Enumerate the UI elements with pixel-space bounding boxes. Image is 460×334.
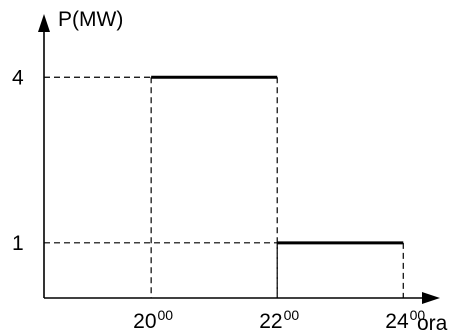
y-axis-arrow-icon (38, 14, 50, 32)
y-tick-labels: 14 (12, 66, 24, 255)
x-axis-label: ora (417, 312, 448, 334)
x-tick-label-20: 2000 (133, 307, 173, 333)
x-tick-label-24: 2400 (385, 307, 425, 333)
y-axis-label: P(MW) (58, 8, 123, 31)
x-tick-label-22: 2200 (259, 307, 299, 333)
data-segments (151, 75, 404, 245)
x-tick-labels: 2000 2200 2400 (133, 307, 425, 333)
y-tick-label-4: 4 (12, 66, 24, 89)
guide-lines (44, 76, 404, 298)
axes (38, 14, 440, 304)
y-tick-label-1: 1 (12, 232, 24, 255)
x-axis-arrow-icon (422, 292, 440, 304)
